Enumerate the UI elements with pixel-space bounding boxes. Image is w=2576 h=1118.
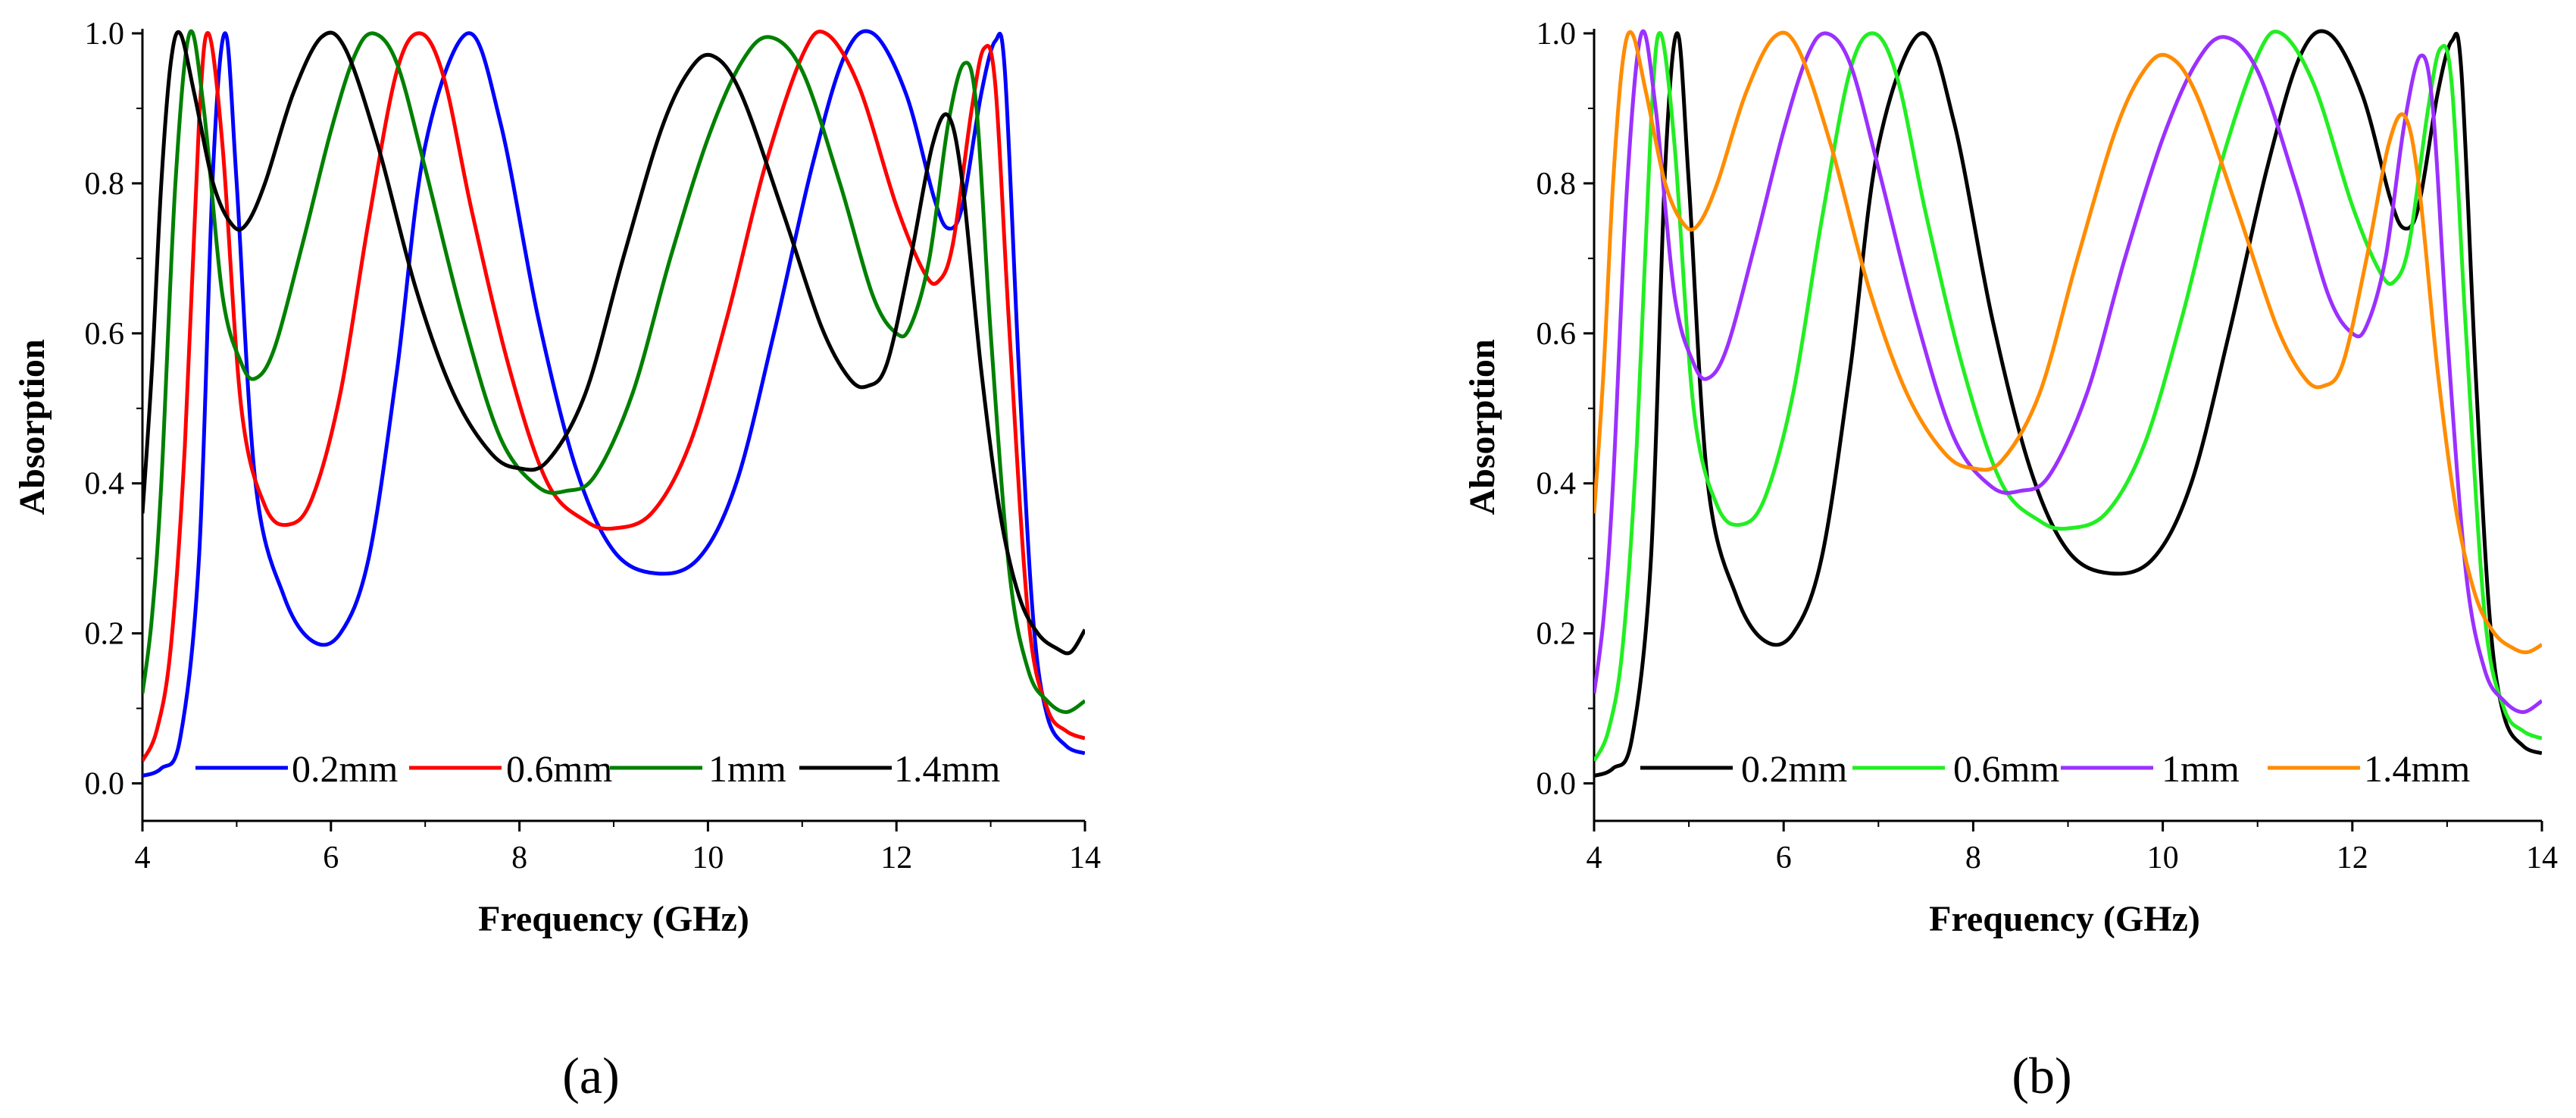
y-tick-label: 0.0 bbox=[85, 767, 125, 802]
y-axis-title: Absorption bbox=[1462, 339, 1502, 515]
y-axis-title: Absorption bbox=[12, 339, 52, 515]
legend-label: 1.4mm bbox=[2364, 747, 2470, 790]
y-tick-label: 0.8 bbox=[1537, 167, 1577, 202]
x-tick-label: 6 bbox=[1776, 841, 1792, 875]
chart-panel-b: 4 6 8 10 12 14 0.0 0.2 0.4 0.6 0.8 1.0 Frequency (GH… bbox=[1462, 17, 2558, 1104]
series-line-0.6mm bbox=[142, 30, 1085, 762]
y-tick-label: 0.4 bbox=[1537, 467, 1577, 502]
x-tick-label: 12 bbox=[2337, 841, 2368, 875]
x-tick-label: 12 bbox=[880, 841, 912, 875]
panel-label: (b) bbox=[2012, 1047, 2071, 1104]
x-tick-label: 10 bbox=[2147, 841, 2179, 875]
x-tick-label: 4 bbox=[135, 841, 151, 875]
x-tick-label: 6 bbox=[323, 841, 339, 875]
x-tick-label: 8 bbox=[1965, 841, 1981, 875]
series-line-0.2mm bbox=[142, 29, 1085, 778]
x-axis-title: Frequency (GHz) bbox=[478, 899, 749, 939]
y-tick-label: 0.8 bbox=[85, 167, 125, 202]
y-tick-label: 0.4 bbox=[85, 467, 125, 502]
x-tick-label: 10 bbox=[692, 841, 724, 875]
x-tick-label: 4 bbox=[1587, 841, 1602, 875]
y-tick-label: 0.0 bbox=[1537, 767, 1577, 802]
x-tick-label: 14 bbox=[2526, 841, 2558, 875]
legend-label: 1mm bbox=[2162, 747, 2240, 790]
y-tick-label: 0.6 bbox=[85, 317, 125, 352]
series-line-1.4mm bbox=[1594, 30, 2542, 655]
series-line-0.6mm bbox=[1594, 30, 2542, 762]
x-tick-label: 14 bbox=[1069, 841, 1101, 875]
legend-label: 1mm bbox=[708, 747, 786, 790]
panel-label: (a) bbox=[562, 1047, 619, 1104]
series-line-1mm bbox=[1594, 29, 2542, 714]
series-line-0.2mm bbox=[1594, 29, 2542, 778]
y-tick-label: 0.2 bbox=[1537, 617, 1577, 652]
series-line-1mm bbox=[142, 29, 1085, 714]
x-axis-title: Frequency (GHz) bbox=[1929, 899, 2200, 939]
x-tick-label: 8 bbox=[511, 841, 527, 875]
legend-label: 0.2mm bbox=[1741, 747, 1847, 790]
series-line-1.4mm bbox=[142, 30, 1085, 656]
y-tick-label: 0.2 bbox=[85, 617, 125, 652]
y-tick-label: 0.6 bbox=[1537, 317, 1577, 352]
legend-label: 0.2mm bbox=[292, 747, 398, 790]
legend-label: 0.6mm bbox=[1953, 747, 2059, 790]
chart-panel-a: 4 6 8 10 12 14 0.0 0.2 0.4 0.6 0.8 1.0 Frequency (GH… bbox=[12, 17, 1101, 1104]
legend-label: 0.6mm bbox=[506, 747, 612, 790]
legend-label: 1.4mm bbox=[894, 747, 1000, 790]
y-tick-label: 1.0 bbox=[85, 17, 125, 52]
y-tick-label: 1.0 bbox=[1537, 17, 1577, 52]
